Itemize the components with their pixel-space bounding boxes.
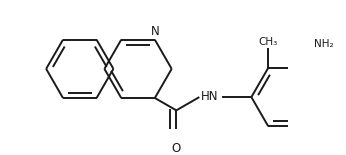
Text: N: N xyxy=(151,25,160,38)
Text: CH₃: CH₃ xyxy=(258,37,278,47)
Text: O: O xyxy=(172,142,181,155)
Text: NH₂: NH₂ xyxy=(314,39,334,49)
Text: HN: HN xyxy=(201,90,219,103)
